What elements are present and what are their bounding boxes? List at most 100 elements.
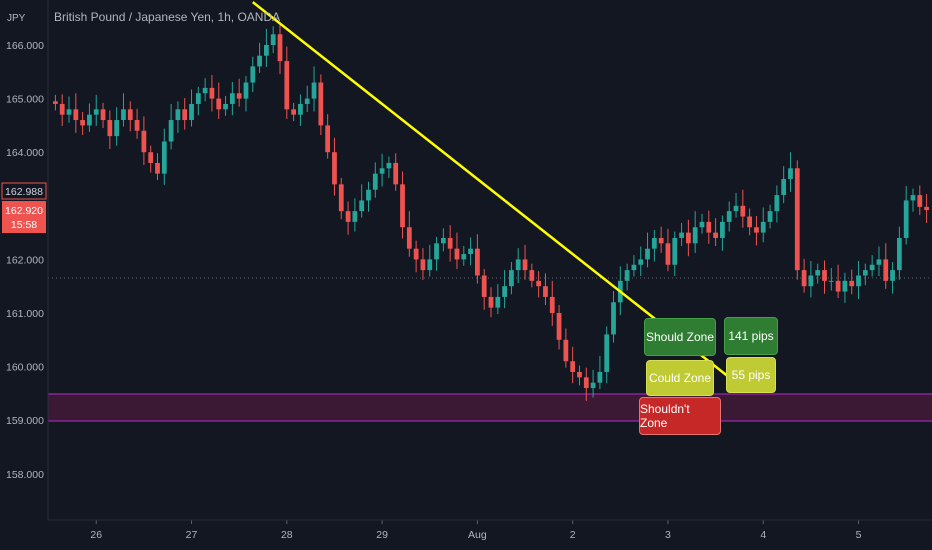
candle-body — [454, 248, 460, 260]
candle-body — [386, 162, 392, 169]
candle-body — [318, 82, 324, 126]
candle-body — [788, 168, 793, 179]
candle-body — [536, 280, 542, 287]
time-axis-ticks: 26 27 28 29 Aug 2 3 4 5 — [90, 520, 862, 541]
candle-body — [543, 286, 548, 297]
candle-body — [155, 162, 160, 174]
candle-body — [835, 280, 841, 292]
candle-body — [529, 270, 535, 281]
candle-body — [400, 184, 405, 228]
price-tick-label: 166.000 — [6, 40, 44, 52]
candle-body — [80, 120, 86, 126]
candle-body — [658, 237, 664, 244]
candle-body — [862, 270, 868, 276]
candle-body — [175, 109, 181, 121]
pips-141-label[interactable]: 141 pips — [724, 317, 778, 355]
candle-body — [379, 168, 385, 174]
candle-body — [209, 87, 215, 99]
should-zone-label[interactable]: Should Zone — [644, 318, 716, 356]
candle-body — [590, 382, 596, 389]
candle-body — [114, 120, 120, 137]
candle-body — [815, 270, 821, 276]
candle-body — [883, 259, 889, 281]
candle-body — [774, 195, 780, 212]
candle-body — [740, 205, 746, 217]
candle-body — [93, 109, 99, 115]
time-tick-label: 2 — [570, 529, 576, 541]
candle-body — [876, 259, 882, 265]
candle-body — [223, 103, 228, 110]
candle-body — [366, 189, 371, 201]
candle-body — [304, 98, 310, 104]
candle-body — [502, 286, 507, 297]
candle-body — [127, 109, 133, 121]
prev-price-box — [1, 182, 47, 200]
candle-body — [284, 61, 290, 110]
candle-body — [842, 280, 848, 292]
candle-body — [481, 275, 487, 297]
candle-body — [168, 120, 174, 142]
candle-body — [447, 237, 453, 249]
candle-body — [679, 232, 684, 238]
candle-body — [726, 211, 732, 222]
candle-body — [760, 221, 766, 233]
candle-body — [229, 93, 235, 104]
candle-body — [325, 125, 331, 153]
candle-body — [148, 152, 154, 163]
candle-body — [475, 248, 480, 276]
candle-body — [890, 270, 895, 281]
candle-body — [896, 237, 902, 271]
candle-body — [522, 259, 528, 271]
candle-body — [298, 103, 303, 115]
candle-body — [903, 200, 909, 238]
candle-body — [747, 216, 753, 228]
candle-body — [121, 109, 126, 121]
candle-body — [264, 45, 269, 56]
candle-body — [509, 270, 514, 287]
candle-body — [570, 361, 576, 372]
candle-body — [624, 270, 630, 281]
candle-body — [189, 103, 194, 121]
candle-body — [828, 280, 834, 282]
candle-body — [413, 248, 419, 260]
candles — [53, 23, 929, 401]
candle-countdown: 15:58 — [11, 219, 37, 231]
time-tick-label: 5 — [856, 529, 862, 541]
candle-body — [549, 296, 555, 313]
candle-body — [107, 120, 113, 137]
candle-body — [781, 179, 787, 196]
current-price-label: 162.920 — [5, 205, 43, 217]
candle-body — [733, 205, 739, 212]
candle-body — [182, 109, 188, 121]
price-tick-label: 164.000 — [6, 147, 44, 159]
candle-body — [611, 302, 616, 335]
candle-body — [393, 162, 399, 185]
shouldnt-zone-label[interactable]: Shouldn't Zone — [639, 397, 721, 435]
candle-body — [563, 339, 569, 362]
candle-body — [372, 173, 378, 190]
candle-body — [645, 248, 650, 260]
candle-body — [291, 109, 297, 115]
candle-body — [73, 109, 79, 121]
candle-body — [822, 270, 827, 281]
candle-body — [345, 211, 351, 222]
candle-body — [338, 184, 344, 212]
price-tick-label: 160.000 — [6, 362, 44, 374]
candle-body — [849, 280, 855, 287]
candle-body — [801, 270, 807, 287]
candle-body — [869, 264, 875, 271]
candle-body — [270, 34, 276, 45]
candle-body — [243, 82, 249, 99]
candle-body — [754, 227, 759, 233]
pips-55-label[interactable]: 55 pips — [726, 357, 776, 393]
currency-label: JPY — [7, 13, 26, 24]
candle-body — [924, 206, 929, 211]
candle-body — [515, 259, 521, 271]
candle-body — [332, 152, 337, 185]
candle-body — [583, 377, 589, 389]
candle-body — [597, 371, 603, 383]
could-zone-label[interactable]: Could Zone — [646, 360, 714, 396]
candle-body — [767, 211, 773, 222]
